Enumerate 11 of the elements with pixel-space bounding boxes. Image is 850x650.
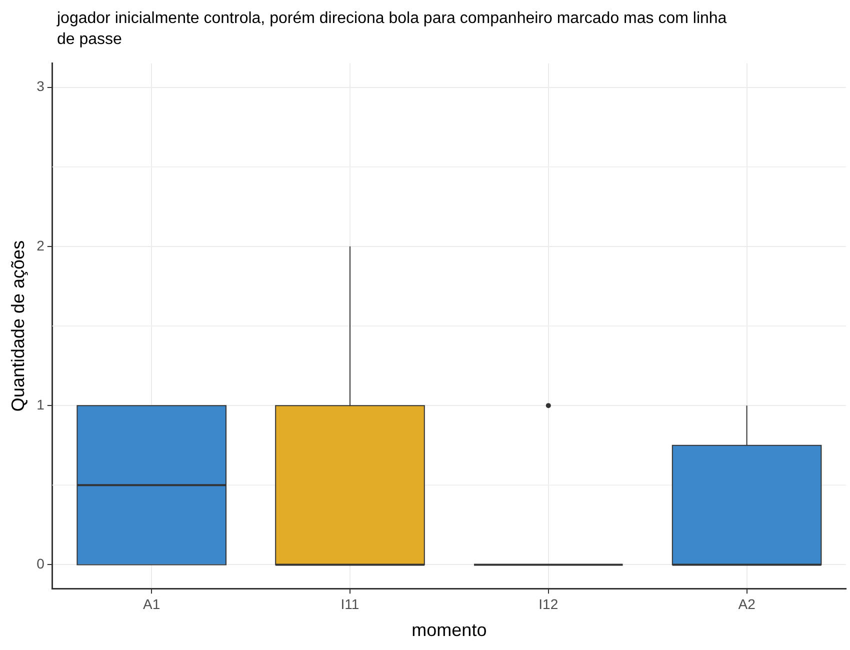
y-tick-label: 2	[36, 237, 45, 254]
y-tick-label: 3	[36, 78, 45, 94]
y-tick-label: 1	[36, 396, 45, 412]
x-tick-label: A2	[738, 596, 756, 612]
y-tick-label: 0	[36, 556, 45, 572]
y-axis-title: Quantidade de ações	[8, 240, 28, 412]
x-axis-title: momento	[412, 620, 487, 640]
x-tick-label: I11	[340, 596, 360, 612]
chart-title: jogador inicialmente controla, porém direciona bola para companheiro marcado mas com linha de passe	[57, 9, 728, 50]
x-tick-label: A1	[143, 596, 160, 612]
x-tick-label: I12	[538, 596, 558, 612]
